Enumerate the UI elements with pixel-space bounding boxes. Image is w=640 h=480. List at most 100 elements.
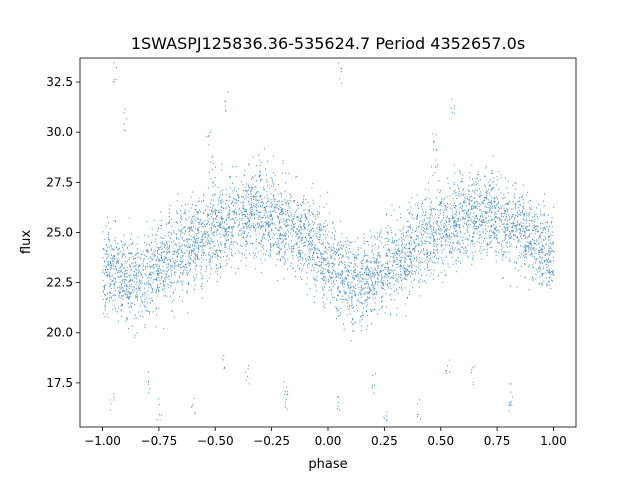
scatter-point xyxy=(372,281,373,283)
scatter-point xyxy=(356,258,358,260)
scatter-point xyxy=(367,267,369,269)
scatter-point xyxy=(360,289,362,291)
scatter-point xyxy=(510,243,512,245)
scatter-point xyxy=(476,217,478,219)
scatter-point xyxy=(539,261,540,263)
scatter-point xyxy=(270,215,272,217)
scatter-point xyxy=(141,311,143,313)
scatter-point xyxy=(228,216,229,218)
scatter-point xyxy=(361,273,363,275)
scatter-point xyxy=(235,176,237,178)
scatter-point xyxy=(248,185,249,187)
scatter-point xyxy=(458,227,460,229)
scatter-point xyxy=(218,255,220,258)
scatter-point xyxy=(258,216,260,219)
scatter-point xyxy=(310,269,312,272)
scatter-point xyxy=(243,174,245,176)
scatter-point xyxy=(456,234,457,237)
scatter-point xyxy=(327,242,329,244)
scatter-point xyxy=(527,229,529,231)
scatter-point xyxy=(474,220,476,222)
scatter-point xyxy=(344,240,346,243)
scatter-point xyxy=(281,227,283,230)
scatter-point xyxy=(219,223,221,225)
scatter-point xyxy=(268,240,270,242)
scatter-point xyxy=(522,245,524,248)
scatter-point xyxy=(387,234,389,236)
scatter-point xyxy=(405,278,407,280)
scatter-point xyxy=(307,267,309,269)
scatter-point xyxy=(103,285,105,288)
scatter-point xyxy=(365,328,367,331)
scatter-point xyxy=(106,216,108,218)
scatter-point xyxy=(481,224,483,226)
scatter-point xyxy=(110,278,112,280)
scatter-point xyxy=(482,219,484,222)
scatter-point xyxy=(321,239,323,241)
scatter-point xyxy=(314,280,316,282)
scatter-point xyxy=(263,214,265,216)
scatter-point xyxy=(475,184,477,186)
scatter-point xyxy=(349,283,351,285)
scatter-point xyxy=(470,195,472,198)
scatter-point xyxy=(232,205,234,207)
scatter-point xyxy=(401,250,403,252)
scatter-point xyxy=(491,203,493,205)
scatter-point xyxy=(210,258,212,260)
scatter-point xyxy=(488,207,490,209)
scatter-point xyxy=(175,251,177,253)
scatter-point xyxy=(473,236,475,238)
scatter-point xyxy=(195,228,197,230)
scatter-point xyxy=(382,269,384,272)
scatter-point xyxy=(102,231,104,233)
scatter-point xyxy=(280,258,282,260)
scatter-point xyxy=(470,219,472,221)
scatter-point xyxy=(425,281,427,283)
scatter-point xyxy=(287,212,288,214)
scatter-point xyxy=(162,280,164,282)
scatter-point xyxy=(493,200,495,203)
scatter-point xyxy=(270,222,272,224)
scatter-point xyxy=(519,251,521,253)
scatter-point xyxy=(338,249,340,251)
scatter-point xyxy=(168,222,170,224)
scatter-point xyxy=(273,234,275,236)
scatter-point xyxy=(454,234,456,236)
scatter-point xyxy=(321,255,323,258)
scatter-point xyxy=(543,239,545,241)
scatter-point xyxy=(275,206,276,208)
scatter-point xyxy=(303,262,305,265)
scatter-point xyxy=(402,247,404,249)
scatter-point xyxy=(217,258,218,260)
scatter-point xyxy=(451,233,453,235)
scatter-point xyxy=(342,254,344,256)
scatter-point xyxy=(501,197,503,199)
scatter-point xyxy=(252,226,254,228)
scatter-point xyxy=(271,220,273,222)
scatter-point xyxy=(500,192,502,194)
scatter-point xyxy=(395,261,397,263)
scatter-point xyxy=(128,244,130,246)
scatter-point xyxy=(180,210,182,212)
scatter-point xyxy=(288,231,290,233)
scatter-point xyxy=(210,267,212,269)
scatter-point xyxy=(380,274,382,276)
scatter-point xyxy=(550,261,552,263)
scatter-point xyxy=(383,279,385,282)
scatter-point xyxy=(367,296,369,298)
scatter-point xyxy=(397,249,399,251)
scatter-point xyxy=(535,248,537,250)
scatter-point xyxy=(334,271,336,273)
scatter-point xyxy=(409,245,411,247)
scatter-point xyxy=(117,311,119,313)
scatter-point xyxy=(537,217,539,220)
scatter-point xyxy=(502,240,504,242)
scatter-point xyxy=(449,236,451,238)
scatter-point xyxy=(115,242,117,244)
scatter-point xyxy=(254,217,256,219)
scatter-point xyxy=(378,308,380,311)
scatter-point xyxy=(504,210,506,213)
scatter-point xyxy=(449,235,451,237)
scatter-point xyxy=(228,200,230,202)
scatter-point xyxy=(405,258,407,260)
